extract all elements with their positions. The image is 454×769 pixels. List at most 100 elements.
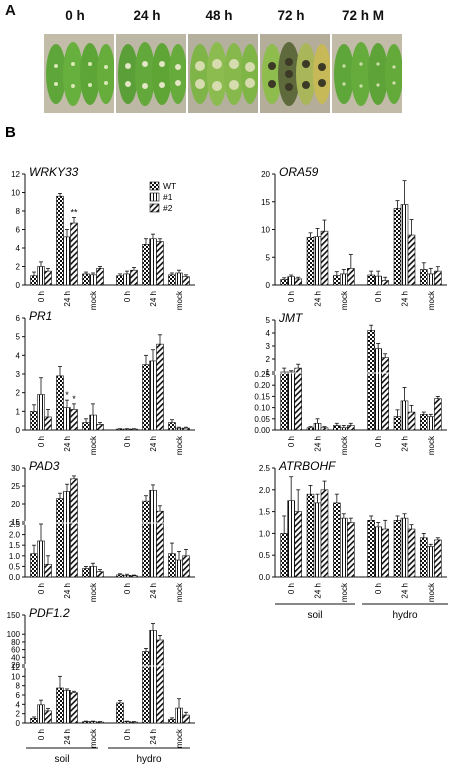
x-tick-label: 24 h [63, 583, 72, 599]
bar [320, 230, 329, 286]
bar [313, 502, 322, 578]
chart-title: ORA59 [279, 165, 319, 179]
y-tick-label: 0.05 [254, 415, 270, 424]
bar [294, 278, 302, 286]
x-tick-label: 24 h [63, 729, 72, 745]
bar [400, 204, 409, 286]
y-tick-label: 0.5 [259, 551, 271, 560]
bar [156, 343, 164, 431]
y-tick-label: 2 [16, 710, 21, 719]
y-tick-label: 1.0 [259, 529, 271, 538]
y-tick-label: 0.0 [259, 573, 271, 582]
bar [306, 236, 315, 286]
x-tick-label: 0 h [287, 436, 296, 447]
y-tick-label: 1 [16, 407, 21, 416]
bar [142, 500, 150, 578]
x-tick-label: 24 h [314, 291, 323, 307]
legend-label: WT [163, 181, 176, 191]
y-tick-label: 0.15 [254, 392, 270, 401]
bar [70, 692, 78, 724]
bar [420, 269, 428, 286]
bar [130, 575, 138, 578]
x-tick-label: 24 h [149, 436, 158, 452]
bar [294, 367, 302, 431]
bar [280, 279, 288, 286]
y-tick-label: 12 [11, 663, 20, 672]
y-tick-label: 0 [266, 281, 271, 290]
y-tick-label: 10 [11, 672, 20, 681]
bar [142, 244, 150, 286]
y-tick-label: 1.0 [9, 552, 21, 561]
bar [63, 236, 71, 286]
chart-ora59: 0 5 10 15 20 0 h 24 h mock 0 h 24 h mock ORA59 [261, 165, 447, 310]
y-tick-label: 30 [11, 464, 20, 473]
y-tick-label: 2 [16, 263, 21, 272]
chart-title: PDF1.2 [29, 606, 70, 620]
bar [182, 714, 190, 724]
y-tick-label: 5 [16, 333, 21, 342]
x-tick-label: mock [89, 435, 98, 455]
panel-a-letter: A [5, 2, 16, 19]
bar [82, 422, 90, 431]
bar [374, 348, 382, 431]
bar [30, 553, 38, 578]
bar [56, 687, 64, 724]
bar [320, 489, 329, 578]
leaf-photo-48h [188, 34, 258, 113]
bar [30, 411, 38, 431]
bar [96, 571, 104, 578]
y-tick-label: 20 [11, 661, 20, 670]
y-tick-label: 0.25 [254, 370, 270, 379]
bar [37, 540, 45, 578]
bar [294, 511, 302, 578]
significance-marker: * [65, 390, 69, 400]
y-tick-label: 2.5 [9, 520, 21, 529]
bar [347, 268, 355, 286]
bar [313, 422, 322, 431]
chart-atrbohf: 0.0 0.5 1.0 1.5 2.0 2.5 0 h 24 h mock 0 h 24 h mock… [259, 459, 447, 602]
y-tick-label: 0.5 [9, 562, 21, 571]
y-tick-label: 15 [11, 518, 20, 527]
bar [168, 422, 176, 431]
x-tick-label: 0 h [123, 291, 132, 302]
y-tick-label: 10 [261, 226, 270, 235]
bar [367, 520, 375, 578]
bar [175, 559, 183, 578]
group-label-hydro: hydro [392, 610, 417, 621]
bar [44, 270, 52, 286]
bar [168, 274, 176, 286]
x-tick-label: 0 h [37, 729, 46, 740]
chart-pad3: 0.0 0.51.0 1.52.0 2.515 20 25 30 0 h 24 h mock 0 h… [9, 459, 196, 602]
x-tick-label: 24 h [401, 291, 410, 307]
bar [393, 520, 402, 578]
x-tick-label: 0 h [123, 436, 132, 447]
axis-break-gap [26, 522, 196, 524]
y-tick-label: 0.0 [9, 573, 21, 582]
bar [70, 409, 78, 431]
y-tick-label: 80 [11, 638, 20, 647]
x-tick-label: 0 h [374, 583, 383, 594]
bar [96, 721, 104, 724]
x-tick-label: mock [89, 582, 98, 602]
significance-marker: * [72, 394, 76, 404]
bar [367, 274, 375, 286]
x-tick-label: 0 h [123, 583, 132, 594]
y-tick-label: 3 [266, 342, 271, 351]
x-tick-label: mock [89, 728, 98, 748]
y-tick-label: 8 [16, 682, 21, 691]
timepoint-label: 72 h M [341, 8, 384, 23]
bar [63, 491, 71, 578]
bar [168, 553, 176, 578]
legend-swatch [149, 192, 160, 202]
bar [427, 416, 435, 431]
panel-a: A 0 h 24 h 48 h 72 h 72 h M [0, 0, 454, 120]
timepoint-label: 48 h [205, 8, 233, 23]
bar [393, 416, 402, 431]
x-tick-label: 0 h [37, 436, 46, 447]
x-tick-label: 0 h [123, 729, 132, 740]
bar [56, 498, 64, 578]
bar [287, 276, 295, 286]
y-tick-label: 4 [16, 244, 21, 253]
chart-title: WRKY33 [29, 165, 79, 179]
